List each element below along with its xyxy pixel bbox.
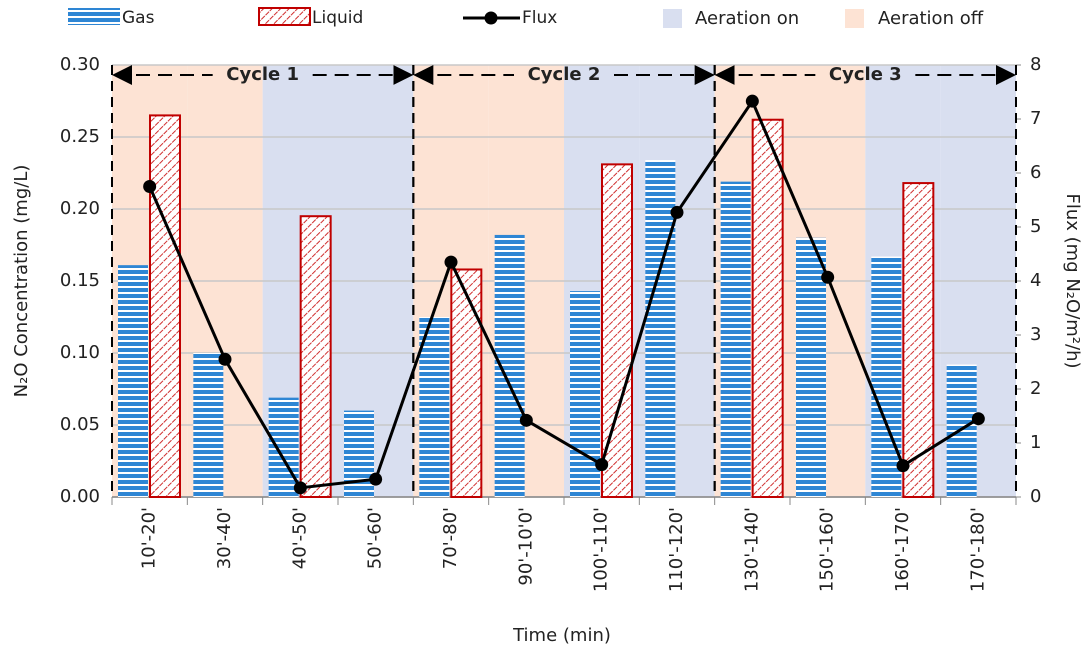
cycle-label: Cycle 2 [528, 64, 601, 85]
y2-tick-label: 8 [1030, 54, 1041, 75]
flux-point [896, 459, 910, 473]
legend-swatch [484, 11, 498, 25]
bar [645, 160, 676, 498]
y2-tick-label: 6 [1030, 162, 1041, 183]
y-axis-title: N₂O Concentration (mg/L) [11, 165, 32, 398]
flux-point [821, 270, 835, 284]
bar [720, 181, 751, 497]
y-tick-label: 0.00 [60, 486, 100, 507]
y-tick-label: 0.20 [60, 198, 100, 219]
legend-swatch [68, 8, 120, 25]
bar [796, 237, 826, 498]
flux-point [595, 458, 609, 472]
y-tick-label: 0.05 [60, 414, 100, 435]
flux-point [143, 180, 157, 193]
bar [299, 215, 332, 498]
bar [149, 114, 181, 499]
x-tick-label: 10'-20' [139, 507, 160, 569]
bar [419, 317, 450, 497]
y2-tick-label: 5 [1030, 216, 1041, 237]
x-tick-label: 70'-80' [440, 507, 461, 569]
y-tick-label: 0.15 [60, 270, 100, 291]
bar [193, 353, 224, 497]
y2-tick-label: 7 [1030, 108, 1041, 129]
x-tick-label: 130'-140' [741, 507, 762, 592]
x-tick-label: 150'-160' [817, 507, 838, 592]
legend-label: Gas [122, 8, 155, 28]
x-tick-label: 90'-10'0' [515, 507, 536, 586]
x-tick-label: 170'-180' [967, 507, 988, 592]
flux-point [745, 94, 759, 108]
bar [570, 291, 600, 497]
flux-point [218, 352, 232, 366]
flux-point [971, 412, 985, 426]
bar [902, 182, 935, 499]
y-tick-label: 0.30 [60, 54, 100, 75]
x-tick-label: 100'-110' [591, 507, 612, 592]
y2-axis-title: Flux (mg N₂O/m²/h) [1062, 194, 1083, 369]
flux-point [519, 413, 533, 427]
flux-point [293, 481, 307, 495]
x-axis-title: Time (min) [512, 625, 611, 646]
flux-point [444, 255, 458, 269]
legend-label: Aeration on [695, 8, 799, 29]
legend-swatch [845, 9, 864, 28]
legend-label: Aeration off [878, 8, 984, 29]
x-tick-label: 110'-120' [666, 507, 687, 592]
legend-swatch [663, 9, 682, 28]
y-tick-label: 0.10 [60, 342, 100, 363]
y-tick-label: 0.25 [60, 126, 100, 147]
y2-tick-label: 1 [1030, 432, 1041, 453]
bar [871, 256, 902, 497]
x-tick-label: 40'-50' [289, 507, 310, 569]
x-tick-label: 160'-170' [892, 507, 913, 592]
legend-swatch [258, 7, 311, 26]
y2-tick-label: 4 [1030, 270, 1041, 291]
cycle-label: Cycle 3 [829, 64, 902, 85]
cycle-label: Cycle 1 [226, 64, 299, 85]
bar [450, 268, 483, 499]
y2-tick-label: 0 [1030, 486, 1041, 507]
bar [268, 397, 299, 497]
flux-line [148, 98, 980, 490]
y2-tick-label: 3 [1030, 324, 1041, 345]
legend-label: Liquid [312, 8, 363, 28]
y2-tick-label: 2 [1030, 378, 1041, 399]
bar [344, 410, 374, 497]
flux-point [369, 472, 383, 486]
x-tick-label: 30'-40' [214, 507, 235, 569]
bar [118, 265, 148, 497]
flux-point [670, 205, 684, 219]
bar [751, 118, 784, 498]
legend-label: Flux [522, 8, 557, 28]
x-tick-label: 50'-60' [365, 507, 386, 569]
